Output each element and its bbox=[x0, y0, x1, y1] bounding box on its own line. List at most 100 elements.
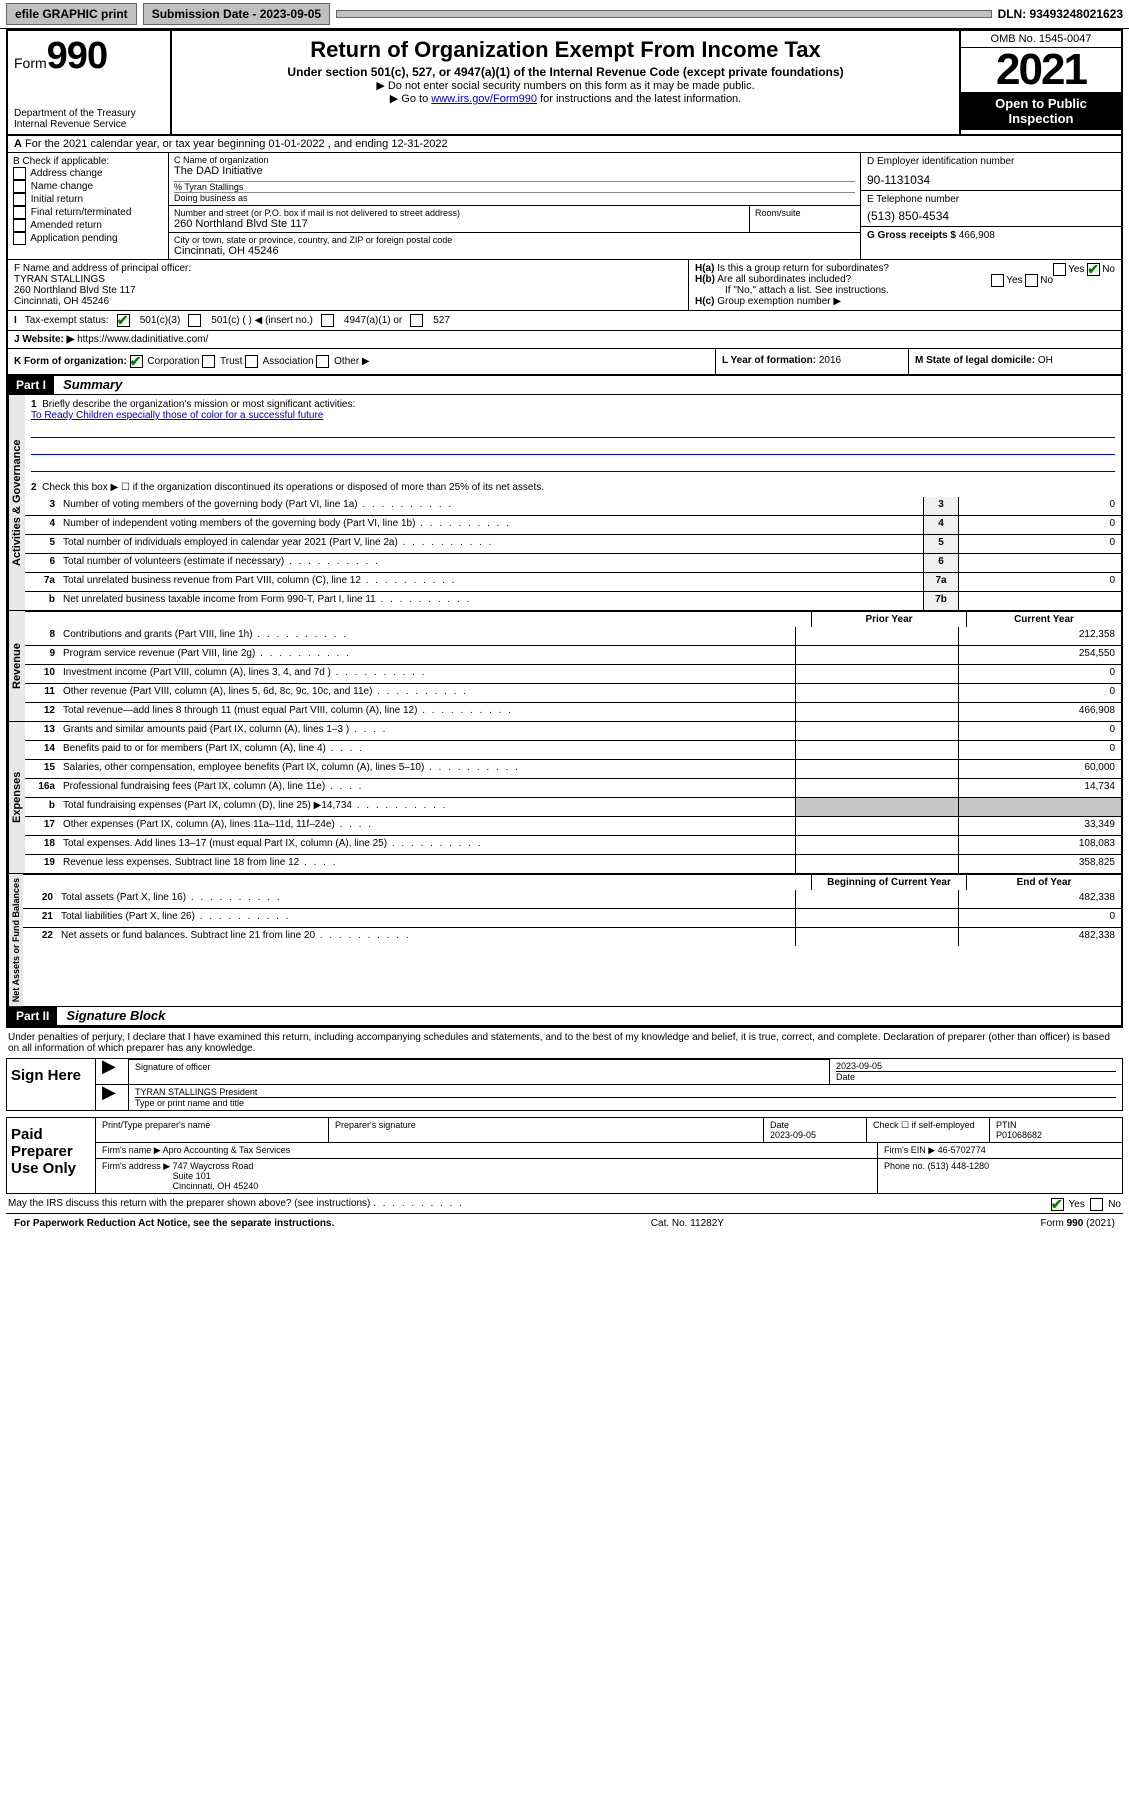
data-line: 13Grants and similar amounts paid (Part … bbox=[25, 722, 1121, 740]
discuss-no-lbl: No bbox=[1108, 1199, 1121, 1210]
m-lbl: M State of legal domicile: bbox=[915, 355, 1035, 366]
chk-initial[interactable] bbox=[13, 193, 26, 206]
data-line: 10Investment income (Part VIII, column (… bbox=[25, 664, 1121, 683]
officer-addr2: Cincinnati, OH 45246 bbox=[14, 296, 682, 307]
hb-yes[interactable] bbox=[991, 274, 1004, 287]
chk-amended[interactable] bbox=[13, 219, 26, 232]
website: https://www.dadinitiative.com/ bbox=[77, 334, 208, 345]
gov-line: 7aTotal unrelated business revenue from … bbox=[25, 572, 1121, 591]
hb-no-lbl: No bbox=[1040, 275, 1053, 286]
lbl-address: Address change bbox=[30, 168, 102, 179]
assoc: Association bbox=[262, 356, 313, 367]
data-line: bTotal fundraising expenses (Part IX, co… bbox=[25, 797, 1121, 816]
footer: For Paperwork Reduction Act Notice, see … bbox=[6, 1213, 1123, 1233]
corp: Corporation bbox=[147, 356, 199, 367]
chk-501c3[interactable] bbox=[117, 314, 130, 327]
form-990: Form990 Department of the Treasury Inter… bbox=[6, 29, 1123, 1028]
city-lbl: City or town, state or province, country… bbox=[174, 235, 855, 245]
ha-no-lbl: No bbox=[1102, 264, 1115, 275]
current-year-hdr: Current Year bbox=[966, 612, 1121, 627]
paid-preparer-label: Paid Preparer Use Only bbox=[7, 1118, 96, 1193]
officer-name-title: TYRAN STALLINGS President bbox=[135, 1087, 1116, 1097]
box-deg: D Employer identification number 90-1131… bbox=[861, 153, 1121, 259]
line1: 1 Briefly describe the organization's mi… bbox=[25, 395, 1121, 478]
chk-trust[interactable] bbox=[202, 355, 215, 368]
lbl-amended: Amended return bbox=[30, 220, 102, 231]
box-l: L Year of formation: 2016 bbox=[716, 349, 909, 374]
chk-address[interactable] bbox=[13, 167, 26, 180]
firm-name-lbl: Firm's name ▶ bbox=[102, 1145, 161, 1155]
vlabel-rev: Revenue bbox=[8, 611, 25, 721]
part2-header: Part II Signature Block bbox=[8, 1007, 1121, 1026]
discuss-no[interactable] bbox=[1090, 1198, 1103, 1211]
l1-lbl: Briefly describe the organization's miss… bbox=[42, 399, 355, 410]
lbl-name: Name change bbox=[31, 181, 93, 192]
data-line: 21Total liabilities (Part X, line 26)0 bbox=[23, 908, 1121, 927]
arrow-icon: ▶ bbox=[102, 1082, 116, 1102]
self-emp: Check ☐ if self-employed bbox=[867, 1118, 990, 1142]
chk-corp[interactable] bbox=[130, 355, 143, 368]
year-formed: 2016 bbox=[819, 355, 841, 366]
data-line: 15Salaries, other compensation, employee… bbox=[25, 759, 1121, 778]
firm-ein: 46-5702774 bbox=[938, 1145, 986, 1155]
efile-btn[interactable]: efile GRAPHIC print bbox=[6, 3, 137, 25]
chk-final[interactable] bbox=[13, 206, 26, 219]
sign-here-label: Sign Here bbox=[7, 1059, 96, 1110]
hb-no[interactable] bbox=[1025, 274, 1038, 287]
hb-text: Are all subordinates included? bbox=[717, 274, 851, 285]
line2: 2 Check this box ▶ ☐ if the organization… bbox=[25, 478, 1121, 497]
submission-btn[interactable]: Submission Date - 2023-09-05 bbox=[143, 3, 330, 25]
chk-name[interactable] bbox=[13, 180, 26, 193]
527: 527 bbox=[433, 315, 450, 326]
street: 260 Northland Blvd Ste 117 bbox=[174, 218, 744, 230]
paid-preparer-table: Paid Preparer Use Only Print/Type prepar… bbox=[6, 1117, 1123, 1194]
chk-527[interactable] bbox=[410, 314, 423, 327]
ptin-lbl: PTIN bbox=[996, 1120, 1017, 1130]
ha-no[interactable] bbox=[1087, 263, 1100, 276]
prep-date-lbl: Date bbox=[770, 1120, 789, 1130]
firm-phone: (513) 448-1280 bbox=[928, 1161, 990, 1171]
discuss-row: May the IRS discuss this return with the… bbox=[6, 1194, 1123, 1213]
ein-lbl: D Employer identification number bbox=[867, 156, 1115, 167]
hb-yes-lbl: Yes bbox=[1006, 275, 1022, 286]
header-row: Form990 Department of the Treasury Inter… bbox=[8, 31, 1121, 136]
gov-line: 5Total number of individuals employed in… bbox=[25, 534, 1121, 553]
irs-link[interactable]: www.irs.gov/Form990 bbox=[431, 93, 537, 105]
chk-501c[interactable] bbox=[188, 314, 201, 327]
vlabel-net: Net Assets or Fund Balances bbox=[8, 874, 23, 1006]
chk-pending[interactable] bbox=[13, 232, 26, 245]
discuss-yes[interactable] bbox=[1051, 1198, 1064, 1211]
data-line: 8Contributions and grants (Part VIII, li… bbox=[25, 627, 1121, 645]
501c3: 501(c)(3) bbox=[140, 315, 181, 326]
footer-mid: Cat. No. 11282Y bbox=[651, 1218, 724, 1229]
header-right: OMB No. 1545-0047 2021 Open to Public In… bbox=[959, 31, 1121, 134]
data-line: 19Revenue less expenses. Subtract line 1… bbox=[25, 854, 1121, 873]
chk-other[interactable] bbox=[316, 355, 329, 368]
chk-4947[interactable] bbox=[321, 314, 334, 327]
p1-netassets: Net Assets or Fund Balances Beginning of… bbox=[8, 874, 1121, 1007]
ha-yes[interactable] bbox=[1053, 263, 1066, 276]
box-b: B Check if applicable: Address change Na… bbox=[8, 153, 169, 259]
telephone: (513) 850-4534 bbox=[867, 205, 1115, 223]
arrow-icon: ▶ bbox=[102, 1056, 116, 1076]
firm-name: Apro Accounting & Tax Services bbox=[163, 1145, 290, 1155]
ha-yes-lbl: Yes bbox=[1068, 264, 1084, 275]
firm-addr: 747 Waycross Road Suite 101 Cincinnati, … bbox=[173, 1161, 259, 1191]
section-bcde: B Check if applicable: Address change Na… bbox=[8, 153, 1121, 260]
part1-header: Part I Summary bbox=[8, 376, 1121, 395]
discuss-yes-lbl: Yes bbox=[1069, 1199, 1085, 1210]
footer-left: For Paperwork Reduction Act Notice, see … bbox=[14, 1218, 334, 1229]
tel-lbl: E Telephone number bbox=[867, 194, 1115, 205]
spacer-btn bbox=[336, 10, 991, 18]
k-lbl: K Form of organization: bbox=[14, 356, 127, 367]
j-lbl: Website: ▶ bbox=[22, 334, 74, 345]
dln: DLN: 93493248021623 bbox=[998, 7, 1123, 21]
chk-assoc[interactable] bbox=[245, 355, 258, 368]
f-lbl: F Name and address of principal officer: bbox=[14, 263, 682, 274]
section-klm: K Form of organization: Corporation Trus… bbox=[8, 349, 1121, 376]
firm-ein-lbl: Firm's EIN ▶ bbox=[884, 1145, 935, 1155]
gov-line: bNet unrelated business taxable income f… bbox=[25, 591, 1121, 610]
domicile: OH bbox=[1038, 355, 1053, 366]
form-number: 990 bbox=[47, 35, 107, 77]
501c: 501(c) ( ) ◀ (insert no.) bbox=[211, 315, 313, 326]
